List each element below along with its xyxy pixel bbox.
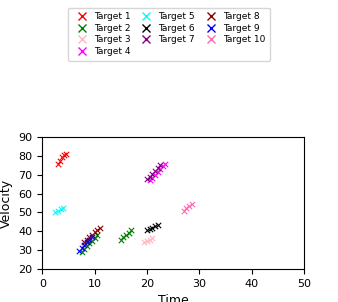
Target 1 xyxy=(55,162,61,167)
Target 6 xyxy=(144,228,150,233)
Target 1 xyxy=(64,152,69,156)
Target 8 xyxy=(97,226,103,231)
Target 7 xyxy=(158,163,163,168)
Point xyxy=(123,233,129,237)
Point xyxy=(121,235,126,239)
Target 9 xyxy=(76,249,82,253)
Target 7 xyxy=(149,172,155,176)
Target 9 xyxy=(84,240,90,245)
Target 2 xyxy=(89,238,95,243)
Target 4 xyxy=(152,172,158,177)
Target 9 xyxy=(79,246,84,251)
Target 7 xyxy=(147,174,152,179)
Target 10 xyxy=(186,203,192,208)
Target 4 xyxy=(155,169,160,174)
Y-axis label: Velocity: Velocity xyxy=(0,178,13,227)
Target 2 xyxy=(79,249,84,254)
Target 9 xyxy=(89,234,95,239)
Target 4 xyxy=(160,164,166,169)
Target 5 xyxy=(53,210,58,215)
Target 10 xyxy=(189,201,194,206)
Target 3 xyxy=(142,240,147,245)
Target 7 xyxy=(152,169,158,173)
Target 8 xyxy=(95,228,100,233)
Target 5 xyxy=(61,205,66,210)
Target 8 xyxy=(81,240,87,245)
Target 8 xyxy=(89,233,95,237)
Target 8 xyxy=(84,237,90,242)
Point xyxy=(128,228,134,233)
Legend: Target 1, Target 2, Target 3, Target 4, Target 5, Target 6, Target 7, Target 8, : Target 1, Target 2, Target 3, Target 4, … xyxy=(68,8,270,61)
Target 6 xyxy=(155,223,160,228)
Target 3 xyxy=(144,239,150,243)
Target 6 xyxy=(147,226,152,231)
Target 2 xyxy=(84,244,90,249)
Target 9 xyxy=(87,237,92,242)
Target 6 xyxy=(149,225,155,230)
Target 8 xyxy=(92,230,97,235)
Target 1 xyxy=(57,158,63,163)
X-axis label: Time: Time xyxy=(158,294,189,302)
Target 1 xyxy=(62,153,67,157)
Target 6 xyxy=(152,224,158,229)
Target 4 xyxy=(163,161,168,166)
Target 2 xyxy=(92,235,97,240)
Target 1 xyxy=(59,155,65,159)
Target 8 xyxy=(87,234,92,239)
Target 5 xyxy=(55,208,61,213)
Target 7 xyxy=(155,166,160,171)
Target 10 xyxy=(184,205,189,210)
Target 4 xyxy=(149,175,155,180)
Target 4 xyxy=(147,178,152,183)
Target 5 xyxy=(58,206,63,211)
Point xyxy=(126,230,131,235)
Target 9 xyxy=(81,243,87,248)
Target 10 xyxy=(181,208,187,213)
Target 3 xyxy=(147,237,152,242)
Target 2 xyxy=(87,241,92,246)
Target 7 xyxy=(144,177,150,182)
Target 2 xyxy=(81,247,87,252)
Target 4 xyxy=(158,167,163,172)
Target 2 xyxy=(95,233,100,237)
Point xyxy=(118,237,124,242)
Target 3 xyxy=(149,236,155,241)
